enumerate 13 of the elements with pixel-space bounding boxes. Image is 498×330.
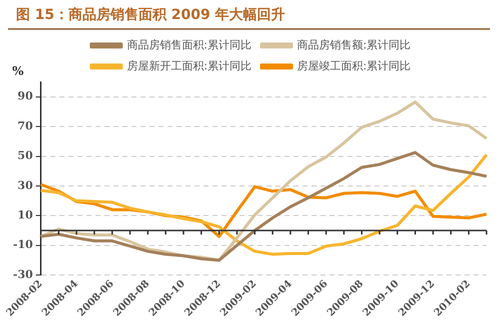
y-tick-label: 30 [18,178,34,192]
y-axis-title: % [12,64,24,78]
y-tick-label: -30 [13,268,34,281]
y-tick-label: 70 [18,119,34,132]
chart-title: 图 15：商品房销售面积 2009 年大幅回升 [8,0,490,30]
y-tick-label: 90 [18,90,34,103]
legend-label: 房屋新开工面积:累计同比 [126,59,252,72]
y-tick-label: 10 [18,208,34,222]
legend-label: 商品房销售额:累计同比 [297,38,411,52]
y-tick-label: 50 [18,149,34,162]
y-tick-label: -10 [13,238,34,252]
legend-label: 商品房销售面积:累计同比 [126,38,252,52]
legend-label: 房屋竣工面积:累计同比 [297,59,411,72]
